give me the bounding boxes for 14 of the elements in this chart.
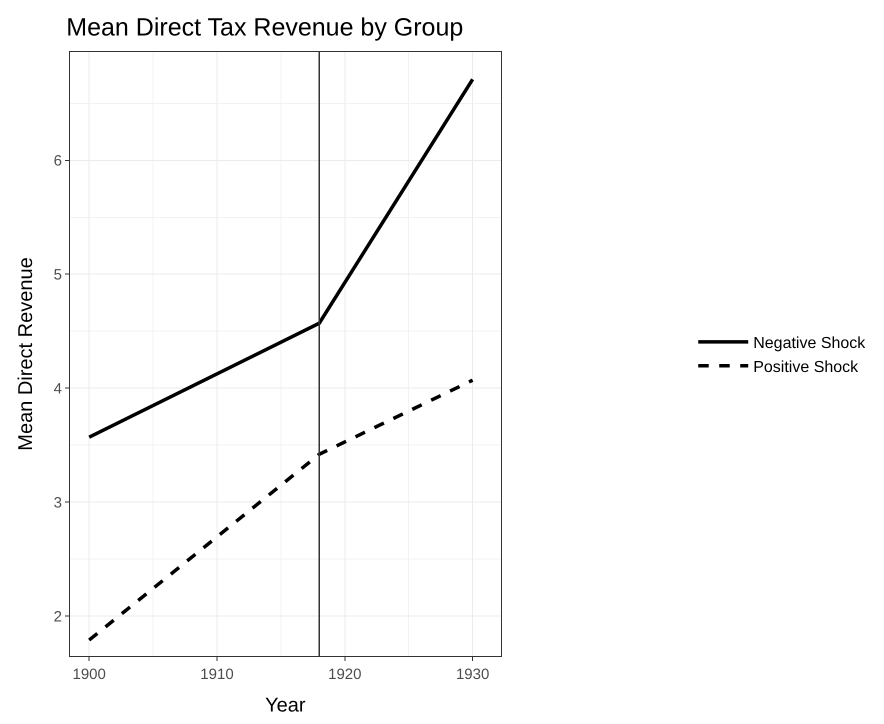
x-tick-label: 1920 xyxy=(328,666,362,683)
x-tick-label: 1910 xyxy=(200,666,234,683)
y-tick-label: 2 xyxy=(54,608,62,626)
legend-label: Negative Shock xyxy=(753,335,866,352)
chart-title: Mean Direct Tax Revenue by Group xyxy=(66,14,464,42)
legend-label: Positive Shock xyxy=(753,358,860,376)
y-axis-title: Mean Direct Revenue xyxy=(15,257,38,451)
x-tick-label: 1900 xyxy=(72,666,106,683)
y-tick-label: 5 xyxy=(54,266,62,284)
y-tick-label: 6 xyxy=(54,152,62,170)
y-tick-label: 3 xyxy=(54,494,62,512)
y-tick-label: 4 xyxy=(54,380,62,398)
x-axis-title: Year xyxy=(265,694,306,716)
x-tick-label: 1930 xyxy=(456,666,490,683)
